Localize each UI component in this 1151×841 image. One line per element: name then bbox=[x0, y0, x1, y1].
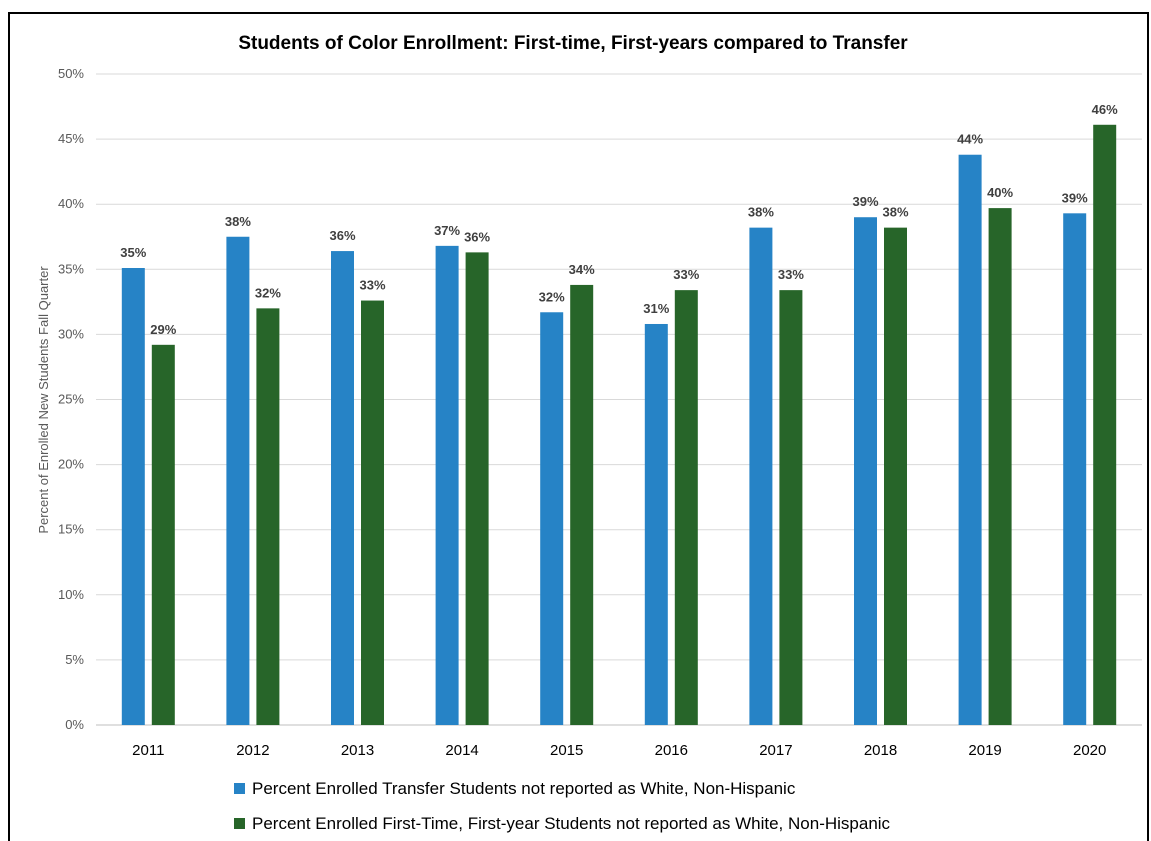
x-tick-label: 2013 bbox=[341, 742, 374, 759]
bar-series-2-2020 bbox=[1093, 124, 1117, 725]
bar-series-1-2014 bbox=[435, 245, 459, 725]
bar-series-1-2019 bbox=[958, 154, 982, 725]
bar-series-2-2017 bbox=[779, 290, 803, 725]
bar-series-1-2011 bbox=[121, 267, 145, 725]
x-tick-label: 2017 bbox=[759, 742, 792, 759]
data-label: 46% bbox=[1092, 102, 1118, 117]
data-label: 37% bbox=[434, 223, 460, 238]
bar-series-1-2013 bbox=[331, 251, 354, 725]
chart-title: Students of Color Enrollment: First-time… bbox=[238, 33, 908, 54]
y-tick-label: 15% bbox=[58, 522, 84, 537]
y-tick-label: 5% bbox=[65, 652, 84, 667]
y-tick-label: 45% bbox=[58, 131, 84, 146]
gridlines bbox=[96, 73, 1142, 726]
bar-series-2-2015 bbox=[570, 284, 594, 725]
x-tick-label: 2018 bbox=[864, 742, 897, 759]
x-tick-label: 2015 bbox=[550, 742, 583, 759]
data-label: 35% bbox=[120, 245, 146, 260]
legend-swatch bbox=[234, 818, 245, 829]
data-label: 36% bbox=[464, 229, 490, 244]
data-label: 36% bbox=[329, 228, 355, 243]
data-label: 32% bbox=[255, 285, 281, 300]
data-label: 39% bbox=[1062, 190, 1088, 205]
data-label: 33% bbox=[778, 267, 804, 282]
bar-series-2-2013 bbox=[361, 300, 384, 725]
bar-series-2-2018 bbox=[884, 227, 907, 726]
y-tick-label: 50% bbox=[58, 66, 84, 81]
legend-entry: Percent Enrolled Transfer Students not r… bbox=[252, 779, 796, 798]
y-tick-label: 0% bbox=[65, 717, 84, 732]
bar-series-2-2012 bbox=[256, 308, 280, 725]
bar-series-2-2014 bbox=[465, 252, 489, 725]
y-axis-ticks: 0% 5% 10% 15% 20% 25% 30% 35% 40% 45% 50% bbox=[58, 66, 84, 732]
bar-series-2-2019 bbox=[988, 208, 1012, 725]
data-label: 34% bbox=[569, 262, 595, 277]
bar-series-1-2020 bbox=[1063, 213, 1087, 725]
y-tick-label: 40% bbox=[58, 196, 84, 211]
x-axis-ticks: 2011 2012 2013 2014 2015 2016 2017 2018 2019 2020 bbox=[132, 742, 1106, 759]
data-label: 40% bbox=[987, 185, 1013, 200]
data-label: 38% bbox=[225, 214, 251, 229]
bar-series-1-2016 bbox=[644, 323, 668, 725]
data-label: 31% bbox=[643, 301, 669, 316]
bar-series-1-2018 bbox=[854, 217, 877, 725]
bar-series-2-2011 bbox=[151, 344, 175, 725]
y-tick-label: 35% bbox=[58, 261, 84, 276]
data-label: 39% bbox=[852, 194, 878, 209]
data-label: 33% bbox=[673, 267, 699, 282]
x-tick-label: 2019 bbox=[968, 742, 1001, 759]
data-label: 38% bbox=[748, 205, 774, 220]
y-tick-label: 20% bbox=[58, 457, 84, 472]
data-labels: 35% 29% 38% 32% 36% 33% 37% 36% 32% 34% 31% 33% 38% 3… bbox=[120, 102, 1118, 337]
data-label: 29% bbox=[150, 322, 176, 337]
data-label: 38% bbox=[882, 205, 908, 220]
data-label: 44% bbox=[957, 132, 983, 147]
bar-series-1-2012 bbox=[226, 236, 250, 725]
bar-series-2-2016 bbox=[674, 290, 698, 725]
legend: Percent Enrolled Transfer Students not r… bbox=[234, 779, 891, 833]
bars bbox=[121, 124, 1117, 726]
bar-series-1-2017 bbox=[749, 227, 773, 726]
data-label: 33% bbox=[359, 278, 385, 293]
legend-entry: Percent Enrolled First-Time, First-year … bbox=[252, 814, 891, 833]
y-axis-label: Percent of Enrolled New Students Fall Qu… bbox=[36, 266, 51, 534]
y-tick-label: 30% bbox=[58, 326, 84, 341]
y-tick-label: 25% bbox=[58, 392, 84, 407]
x-tick-label: 2016 bbox=[655, 742, 688, 759]
y-tick-label: 10% bbox=[58, 587, 84, 602]
x-tick-label: 2012 bbox=[236, 742, 269, 759]
legend-swatch bbox=[234, 783, 245, 794]
x-tick-label: 2020 bbox=[1073, 742, 1106, 759]
x-tick-label: 2014 bbox=[445, 742, 478, 759]
data-label: 32% bbox=[539, 289, 565, 304]
bar-series-1-2015 bbox=[540, 312, 564, 725]
x-tick-label: 2011 bbox=[132, 742, 164, 759]
